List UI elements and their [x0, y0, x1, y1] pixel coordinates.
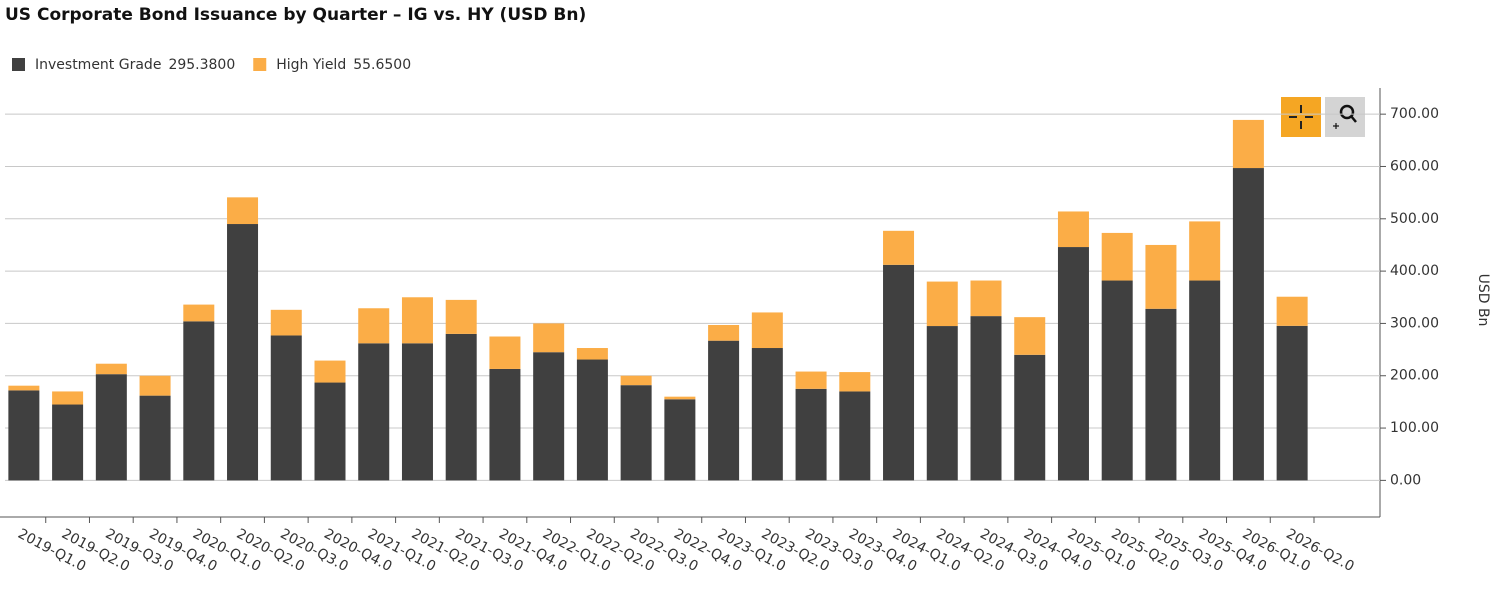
bar-segment	[970, 316, 1002, 481]
y-tick-label: 100.00	[1390, 420, 1439, 436]
bar-segment	[1276, 296, 1308, 326]
y-tick-label: 200.00	[1390, 368, 1439, 384]
bar-segment	[1276, 325, 1308, 481]
bar-segment	[620, 375, 652, 386]
bar-segment	[95, 363, 127, 375]
crosshair-button[interactable]	[1281, 97, 1321, 137]
bar-segment	[314, 360, 346, 383]
legend-value: 55.6500	[353, 57, 411, 73]
bar-segment	[489, 336, 521, 369]
legend-swatch	[253, 58, 267, 71]
bar-segment	[314, 382, 346, 481]
bar-segment	[489, 368, 521, 481]
bar-segment	[1145, 308, 1177, 481]
bar-segment	[795, 371, 827, 389]
bar-segment	[664, 396, 696, 400]
y-tick-label: 500.00	[1390, 211, 1439, 227]
y-tick-label: 700.00	[1390, 106, 1439, 122]
crosshair-icon	[1289, 105, 1313, 129]
bar-segment	[183, 321, 215, 481]
bar-segment	[227, 197, 259, 225]
bar-segment	[1145, 244, 1177, 309]
bar-segment	[839, 391, 871, 481]
bar-segment	[183, 304, 215, 322]
bar-segment	[8, 390, 40, 481]
legend-label: Investment Grade	[35, 57, 161, 73]
toolbar	[1281, 97, 1365, 137]
bar-segment	[401, 297, 433, 344]
bar-segment	[1014, 354, 1046, 481]
legend-swatch	[12, 58, 25, 71]
y-tick-label: 0.00	[1390, 472, 1421, 488]
y-axis-label: USD Bn	[1475, 274, 1491, 327]
bar-segment	[139, 375, 171, 396]
bar-segment	[1101, 232, 1133, 281]
bar-segment	[445, 333, 477, 481]
bar-segment	[52, 391, 84, 405]
zoom-icon	[1333, 104, 1357, 129]
bar-segment	[1232, 119, 1264, 169]
bar-segment	[1057, 247, 1089, 481]
legend: Investment Grade 295.3800 High Yield 55.650…	[12, 57, 411, 73]
bar-segment	[533, 323, 565, 353]
bar-segment	[358, 343, 390, 481]
bar-segment	[401, 343, 433, 481]
y-tick-label: 300.00	[1390, 315, 1439, 331]
bar-segment	[839, 372, 871, 392]
y-tick-label: 600.00	[1390, 158, 1439, 174]
bar-segment	[970, 280, 1002, 317]
legend-value: 295.3800	[168, 57, 235, 73]
bar-segment	[620, 385, 652, 481]
bar-segment	[926, 326, 958, 481]
bar-segment	[533, 352, 565, 481]
bar-segment	[445, 299, 477, 334]
bar-segment	[1101, 280, 1133, 481]
bar-segment	[708, 340, 740, 481]
bar-segment	[95, 374, 127, 481]
bar-segment	[883, 264, 915, 481]
bar-segment	[576, 348, 608, 360]
bar-segment	[1014, 317, 1046, 355]
bar-segment	[270, 309, 302, 336]
chart-title: US Corporate Bond Issuance by Quarter – …	[5, 5, 586, 25]
bar-segment	[883, 230, 915, 265]
bar-segment	[1189, 280, 1221, 481]
bar-segment	[576, 359, 608, 481]
bar-segment	[751, 312, 783, 349]
bar-segment	[751, 348, 783, 481]
bar-segment	[708, 324, 740, 341]
bar-segment	[8, 385, 40, 391]
bar-segment	[270, 335, 302, 481]
bar-segment	[52, 404, 84, 481]
bar-segment	[1232, 168, 1264, 481]
bar-segment	[1057, 211, 1089, 248]
bar-segment	[358, 308, 390, 344]
y-tick-label: 400.00	[1390, 263, 1439, 279]
bar-segment	[139, 395, 171, 481]
legend-label: High Yield	[276, 57, 346, 73]
bar-segment	[227, 224, 259, 481]
bar-segment	[664, 399, 696, 481]
bar-segment	[1189, 221, 1221, 281]
bar-segment	[926, 281, 958, 327]
bar-segment	[795, 388, 827, 481]
